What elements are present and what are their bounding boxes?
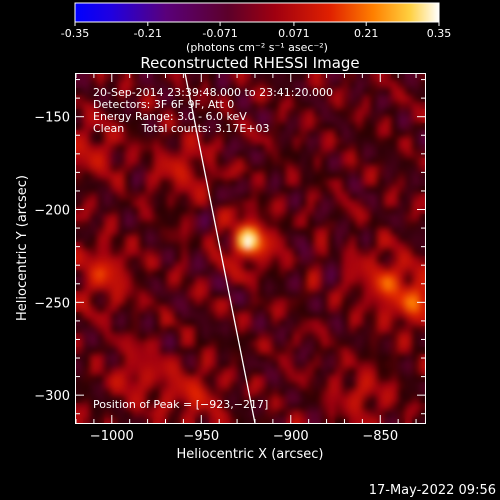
info-annotations: 20-Sep-2014 23:39:48.000 to 23:41:20.000… bbox=[93, 86, 333, 135]
y-tick-label: −250 bbox=[34, 296, 70, 311]
colorbar-tick-label: -0.35 bbox=[61, 27, 89, 40]
colorbar-units: (photons cm⁻² s⁻¹ asec⁻²) bbox=[186, 41, 328, 54]
colorbar bbox=[74, 2, 440, 23]
chart-title: Reconstructed RHESSI Image bbox=[140, 54, 359, 72]
x-axis-label: Heliocentric X (arcsec) bbox=[177, 447, 324, 462]
x-tick-label: −950 bbox=[183, 429, 219, 444]
colorbar-tick-label: -0.21 bbox=[134, 27, 162, 40]
plot-frame bbox=[75, 73, 426, 424]
y-axis-label: Heliocentric Y (arcsec) bbox=[15, 175, 30, 321]
annotation-energy-range: Energy Range: 3.0 - 6.0 keV bbox=[93, 110, 247, 123]
colorbar-tick-labels: -0.35 -0.21 -0.071 0.071 0.21 0.35 bbox=[61, 27, 451, 40]
x-tick-label: −900 bbox=[273, 429, 309, 444]
peak-position-label: Position of Peak = [−923,−217] bbox=[93, 398, 268, 411]
y-tick-label: −300 bbox=[34, 389, 70, 404]
colorbar-ticks bbox=[74, 22, 440, 26]
annotation-detectors: Detectors: 3F 6F 9F, Att 0 bbox=[93, 98, 234, 111]
solar-limb-line bbox=[184, 74, 256, 423]
y-tick-label: −200 bbox=[34, 204, 70, 219]
y-tick-label: −150 bbox=[34, 111, 70, 126]
annotation-clean-counts: Clean Total counts: 3.17E+03 bbox=[93, 122, 270, 135]
annotation-time-range: 20-Sep-2014 23:39:48.000 to 23:41:20.000 bbox=[93, 86, 333, 99]
y-tick-labels: −300 −250 −200 −150 bbox=[34, 111, 70, 404]
heatmap-image bbox=[76, 74, 425, 423]
colorbar-tick-label: 0.071 bbox=[278, 27, 310, 40]
x-tick-label: −1000 bbox=[90, 429, 134, 444]
colorbar-tick-label: 0.35 bbox=[427, 27, 452, 40]
axis-ticks bbox=[75, 74, 425, 423]
colorbar-tick-label: -0.071 bbox=[202, 27, 237, 40]
x-tick-labels: −1000 −950 −900 −850 bbox=[90, 429, 398, 444]
x-tick-label: −850 bbox=[362, 429, 398, 444]
timestamp: 17-May-2022 09:56 bbox=[369, 483, 496, 498]
colorbar-tick-label: 0.21 bbox=[354, 27, 379, 40]
